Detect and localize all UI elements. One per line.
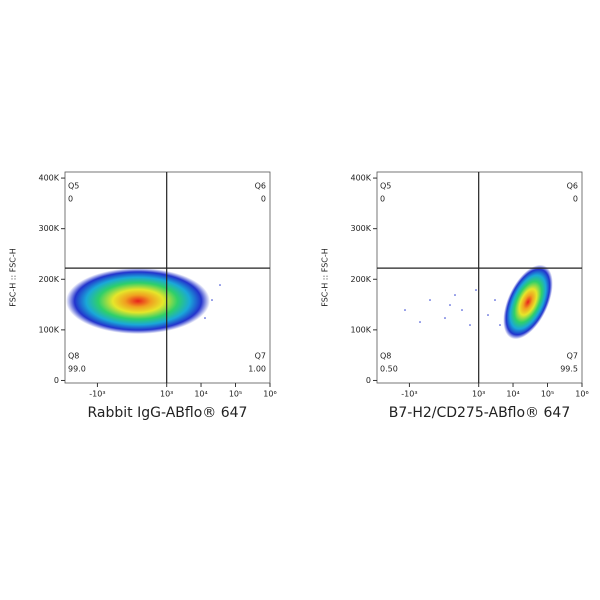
y-axis-label: FSC-H :: FSC-H — [9, 248, 18, 307]
y-tick-label: 200K — [38, 275, 59, 284]
quadrant-percent: 0 — [261, 195, 266, 204]
x-axis-label: Rabbit IgG-ABflo® 647 — [88, 405, 248, 421]
quadrant-name: Q6 — [567, 182, 578, 191]
quadrant-percent: 0 — [380, 195, 385, 204]
y-tick-label: 0 — [366, 376, 371, 385]
x-tick-label: -10³ — [401, 390, 417, 399]
quadrant-percent: 99.0 — [68, 365, 86, 374]
x-tick-label: 10⁴ — [194, 390, 207, 399]
x-tick-label: 10³ — [472, 390, 485, 399]
quadrant-name: Q7 — [567, 352, 578, 361]
density-cloud — [66, 264, 553, 340]
y-tick-label: 400K — [38, 174, 59, 183]
y-tick-label: 400K — [350, 174, 371, 183]
plot-frame — [64, 171, 271, 384]
x-tick-label: 10⁵ — [229, 390, 242, 399]
y-tick-label: 100K — [38, 325, 59, 334]
y-tick-label: 300K — [38, 224, 59, 233]
x-tick-label: 10⁴ — [506, 390, 519, 399]
x-tick-label: -10³ — [89, 390, 105, 399]
quadrant-name: Q8 — [380, 352, 391, 361]
x-tick-label: 10⁵ — [541, 390, 554, 399]
y-tick-label: 0 — [54, 376, 59, 385]
quadrant-name: Q5 — [380, 182, 391, 191]
quadrant-name: Q8 — [68, 352, 79, 361]
quadrant-name: Q5 — [68, 182, 79, 191]
quadrant-name: Q7 — [255, 352, 266, 361]
quadrant-percent: 1.00 — [248, 365, 266, 374]
x-tick-label: 10⁶ — [263, 390, 276, 399]
x-tick-label: 10⁶ — [575, 390, 588, 399]
plot-frame — [376, 171, 583, 384]
quadrant-percent: 0 — [68, 195, 73, 204]
x-axis-label: B7-H2/CD275-ABflo® 647 — [389, 405, 570, 421]
y-tick-label: 300K — [350, 224, 371, 233]
quadrant-percent: 0.50 — [380, 365, 398, 374]
quadrant-name: Q6 — [255, 182, 266, 191]
quadrant-percent: 99.5 — [560, 365, 578, 374]
y-tick-label: 100K — [350, 325, 371, 334]
y-axis-label: FSC-H :: FSC-H — [321, 248, 330, 307]
quadrant-percent: 0 — [573, 195, 578, 204]
y-tick-label: 200K — [350, 275, 371, 284]
x-tick-label: 10³ — [160, 390, 173, 399]
